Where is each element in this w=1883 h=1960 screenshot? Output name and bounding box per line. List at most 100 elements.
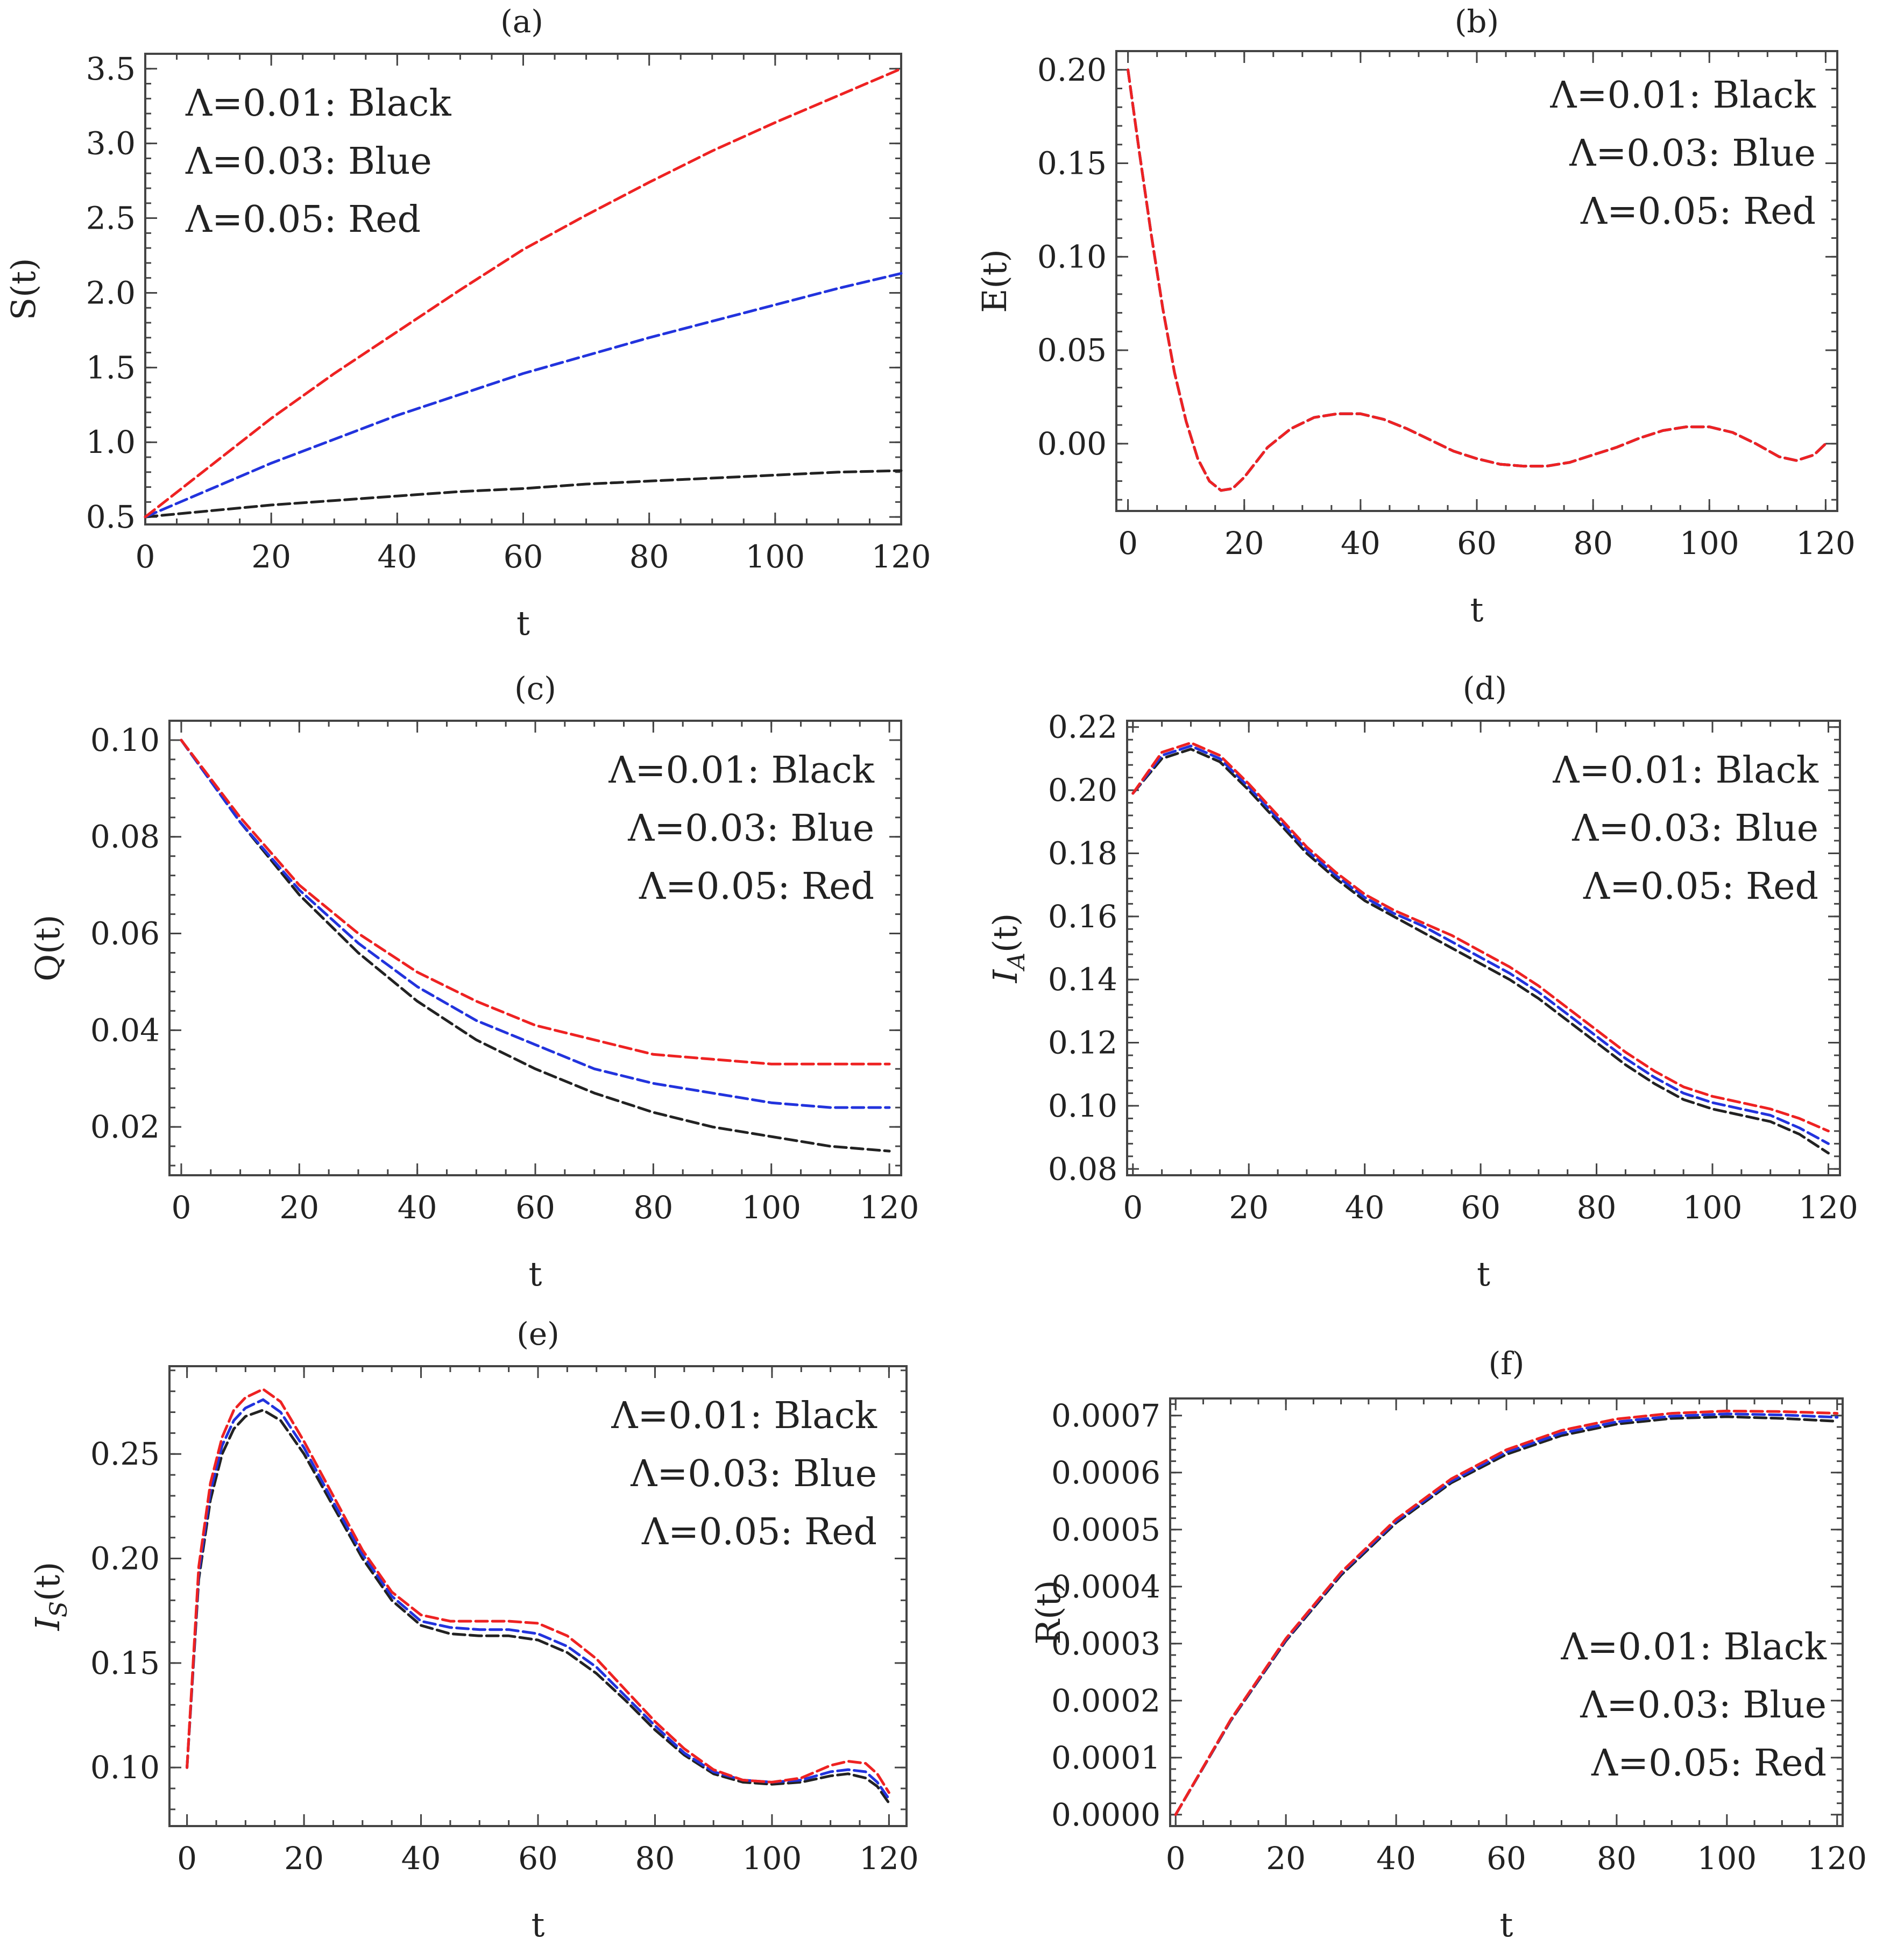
panel-d: (d) 0 20 40 60 80 100 120 0.08 0.10 0.12 0.14 0.16 0.… — [986, 670, 1858, 1294]
panel-c: (c) 0 20 40 60 80 100 120 0.02 0.04 0.06 0.08 0.10 t Q… — [28, 670, 919, 1294]
x-tick-label: 80 — [629, 538, 669, 575]
x-tick-label: 0 — [1118, 525, 1138, 562]
x-tick-label: 80 — [635, 1840, 675, 1877]
y-tick-label: 0.10 — [1048, 1088, 1117, 1124]
y-tick-label: 0.0001 — [1051, 1739, 1160, 1776]
panel-title: (b) — [1455, 3, 1499, 40]
y-tick-label: 0.18 — [1048, 835, 1117, 871]
y-tick-label: 0.02 — [90, 1109, 160, 1145]
legend-entry: Λ=0.05: Red — [641, 1511, 877, 1553]
y-tick-label: 0.16 — [1048, 898, 1117, 935]
x-tick-label: 60 — [1461, 1189, 1500, 1226]
x-tick-label: 60 — [1457, 525, 1497, 562]
series-line-lambda-0.01 — [144, 469, 903, 519]
y-tick-label: 0.10 — [90, 722, 160, 758]
x-tick-label: 60 — [504, 538, 543, 575]
series-line-lambda-0.01 — [180, 738, 891, 1153]
x-tick-label: 20 — [1266, 1840, 1306, 1877]
y-tick-label: 0.15 — [1037, 145, 1107, 182]
x-tick-label: 20 — [1224, 525, 1264, 562]
x-tick-label: 80 — [1597, 1840, 1637, 1877]
x-tick-label: 40 — [401, 1840, 441, 1877]
x-axis-label: t — [516, 603, 530, 643]
y-axis-label: E(t) — [975, 249, 1014, 313]
y-axis-label-tail: (t) — [28, 1562, 67, 1601]
x-tick-label: 0 — [1166, 1840, 1186, 1877]
legend-entry: Λ=0.05: Red — [1580, 190, 1816, 233]
y-tick-label: 0.5 — [86, 499, 136, 535]
x-tick-label: 120 — [1807, 1840, 1867, 1877]
x-tick-label: 40 — [377, 538, 417, 575]
x-axis-label: t — [529, 1254, 542, 1294]
series-line-lambda-0.05 — [180, 738, 891, 1066]
x-tick-label: 20 — [279, 1189, 319, 1226]
series-line-lambda-0.05 — [1131, 741, 1830, 1133]
x-tick-label: 40 — [398, 1189, 437, 1226]
y-tick-label: 0.0005 — [1051, 1511, 1160, 1548]
legend-entry: Λ=0.03: Blue — [1571, 807, 1818, 850]
y-tick-label: 0.20 — [1037, 52, 1107, 88]
x-axis-label: t — [532, 1905, 545, 1944]
y-axis-label: IS(t) — [28, 1562, 73, 1631]
y-tick-label: 3.5 — [86, 51, 136, 87]
plot-frame — [1126, 720, 1841, 1176]
x-tick-label: 100 — [742, 1840, 802, 1877]
series-line-lambda-0.01 — [186, 1409, 890, 1805]
legend-entry: Λ=0.01: Black — [1549, 74, 1816, 117]
legend-entry: Λ=0.01: Black — [1552, 749, 1818, 792]
y-tick-label: 1.5 — [86, 349, 136, 386]
x-tick-label: 0 — [136, 538, 155, 575]
x-tick-label: 100 — [741, 1189, 801, 1226]
y-tick-label: 0.00 — [1037, 425, 1107, 462]
series-line-lambda-0.05 — [144, 67, 903, 519]
y-axis-label-sub: S — [45, 1601, 73, 1617]
y-tick-label: 0.10 — [1037, 238, 1107, 275]
y-tick-label: 0.06 — [90, 915, 160, 952]
x-tick-label: 100 — [1680, 525, 1739, 562]
y-axis-label: R(t) — [1029, 1580, 1068, 1645]
x-tick-label: 40 — [1345, 1189, 1385, 1226]
y-axis-label-tail: (t) — [986, 913, 1025, 953]
y-tick-label: 0.0004 — [1051, 1568, 1160, 1605]
x-axis-label: t — [1477, 1254, 1490, 1294]
legend-entry: Λ=0.03: Blue — [627, 807, 874, 850]
series-line-lambda-0.03 — [180, 738, 891, 1109]
x-tick-label: 120 — [859, 1840, 919, 1877]
y-tick-label: 0.0003 — [1051, 1625, 1160, 1662]
panel-title: (c) — [514, 670, 556, 707]
y-tick-label: 1.0 — [86, 424, 136, 460]
legend-entry: Λ=0.05: Red — [1583, 865, 1818, 908]
y-axis-label-sub: A — [1003, 953, 1030, 972]
panel-e: (e) 0 20 40 60 80 100 120 0.10 0.15 0.20 0.25 t IS(t)… — [28, 1316, 919, 1944]
series-line-lambda-0.05 — [1127, 68, 1827, 492]
x-axis-label: t — [1470, 590, 1484, 629]
x-tick-label: 120 — [1796, 525, 1856, 562]
x-tick-label: 40 — [1376, 1840, 1416, 1877]
y-tick-label: 0.0000 — [1051, 1796, 1160, 1833]
y-tick-label: 0.05 — [1037, 332, 1107, 368]
legend-entry: Λ=0.01: Black — [608, 749, 874, 792]
x-tick-label: 40 — [1341, 525, 1381, 562]
x-tick-label: 120 — [1799, 1189, 1858, 1226]
x-tick-label: 0 — [1123, 1189, 1143, 1226]
x-tick-label: 20 — [1229, 1189, 1269, 1226]
y-axis-label: IA(t) — [986, 913, 1030, 984]
x-tick-label: 60 — [1486, 1840, 1526, 1877]
x-tick-label: 20 — [251, 538, 291, 575]
legend-entry: Λ=0.05: Red — [1591, 1742, 1827, 1785]
x-tick-label: 60 — [515, 1189, 555, 1226]
y-tick-label: 0.08 — [1048, 1151, 1117, 1187]
series-line-lambda-0.03 — [144, 272, 903, 519]
series-line-lambda-0.03 — [186, 1398, 890, 1800]
y-tick-label: 0.08 — [90, 819, 160, 855]
y-tick-label: 0.20 — [1048, 772, 1117, 808]
series-line-lambda-0.01 — [1131, 748, 1830, 1155]
legend-entry: Λ=0.01: Black — [1560, 1626, 1827, 1668]
y-tick-label: 3.0 — [86, 125, 136, 162]
panel-title: (a) — [500, 3, 543, 40]
x-tick-label: 0 — [177, 1840, 197, 1877]
legend-entry: Λ=0.01: Black — [611, 1395, 877, 1437]
legend-entry: Λ=0.05: Red — [185, 198, 421, 241]
y-axis-label: Q(t) — [28, 914, 67, 981]
panel-title: (f) — [1489, 1345, 1525, 1382]
